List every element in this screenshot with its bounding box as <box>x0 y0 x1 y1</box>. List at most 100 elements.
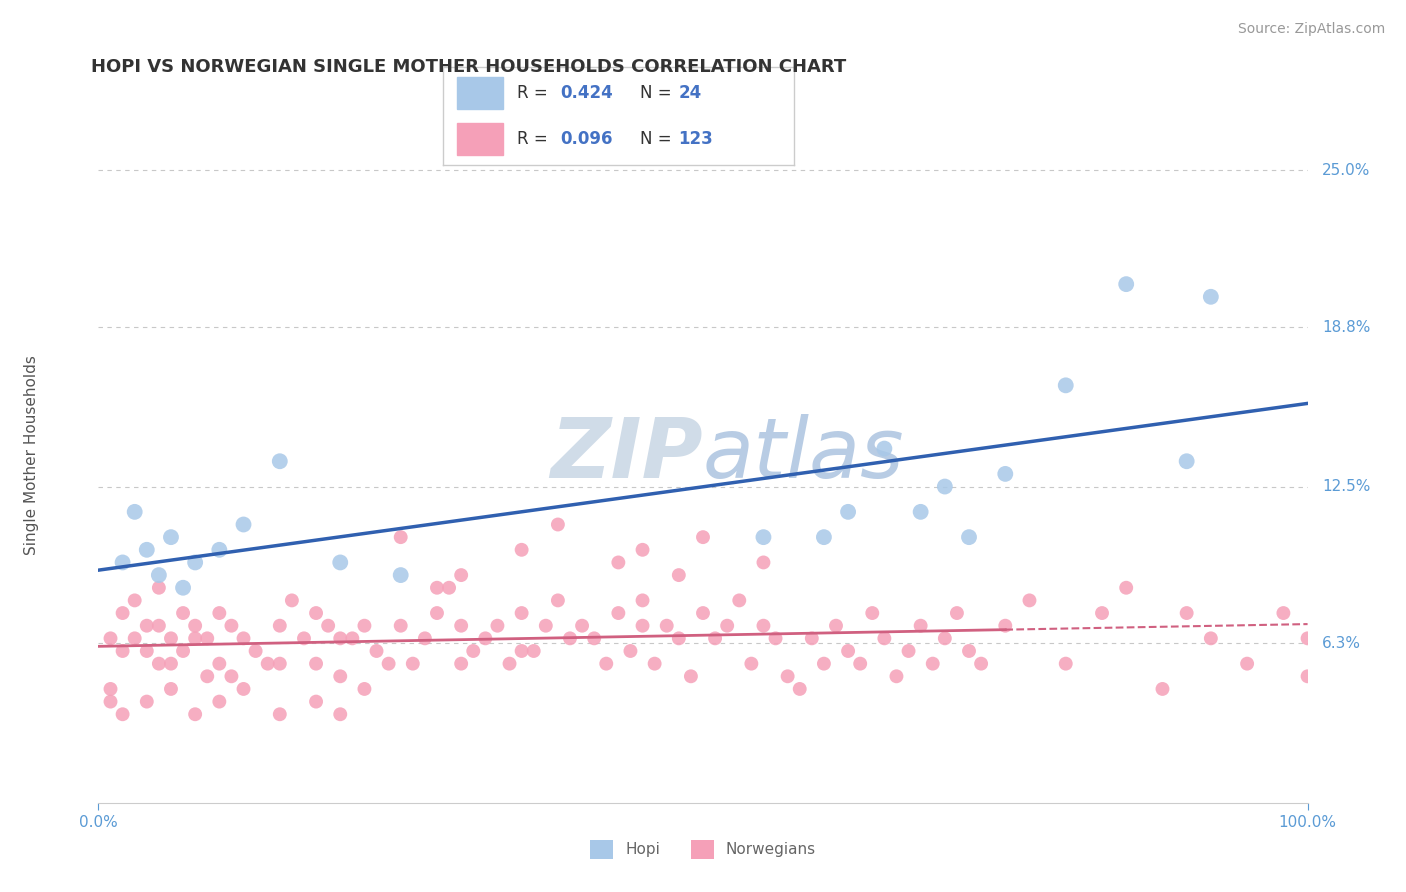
Point <box>813 657 835 671</box>
Point <box>873 632 896 646</box>
Point <box>353 618 375 632</box>
Point <box>1272 606 1295 620</box>
Point <box>523 644 546 658</box>
Point <box>776 669 799 683</box>
Point <box>1115 581 1137 595</box>
Point <box>208 606 231 620</box>
Point <box>208 542 231 557</box>
Point <box>111 556 134 570</box>
Point <box>100 681 122 696</box>
Point <box>910 505 932 519</box>
Point <box>946 606 969 620</box>
Point <box>558 632 581 646</box>
Point <box>1152 681 1174 696</box>
Point <box>716 618 738 632</box>
Text: 0.096: 0.096 <box>561 130 613 148</box>
Point <box>450 657 472 671</box>
Point <box>269 618 291 632</box>
Point <box>148 568 170 582</box>
Point <box>172 581 194 595</box>
Point <box>837 505 859 519</box>
Text: N =: N = <box>640 130 676 148</box>
Point <box>124 632 146 646</box>
Point <box>437 581 460 595</box>
Point <box>679 669 702 683</box>
Text: Source: ZipAtlas.com: Source: ZipAtlas.com <box>1237 22 1385 37</box>
Point <box>413 632 436 646</box>
Point <box>1115 277 1137 292</box>
Point <box>124 593 146 607</box>
Point <box>752 556 775 570</box>
Point <box>160 530 183 544</box>
Point <box>135 618 157 632</box>
Point <box>644 657 666 671</box>
Point <box>934 479 956 493</box>
Point <box>148 618 170 632</box>
Point <box>450 568 472 582</box>
Point <box>111 606 134 620</box>
Point <box>208 695 231 709</box>
Point <box>789 681 811 696</box>
Point <box>353 681 375 696</box>
Text: 6.3%: 6.3% <box>1322 636 1361 651</box>
Point <box>607 556 630 570</box>
Point <box>366 644 388 658</box>
Point <box>498 657 520 671</box>
Point <box>305 606 328 620</box>
Point <box>860 606 883 620</box>
Point <box>329 556 352 570</box>
Text: 0.424: 0.424 <box>561 84 613 102</box>
Text: atlas: atlas <box>703 415 904 495</box>
Point <box>269 657 291 671</box>
Text: HOPI VS NORWEGIAN SINGLE MOTHER HOUSEHOLDS CORRELATION CHART: HOPI VS NORWEGIAN SINGLE MOTHER HOUSEHOL… <box>91 58 846 76</box>
Point <box>377 657 399 671</box>
Point <box>316 618 339 632</box>
Point <box>692 530 714 544</box>
Point <box>1054 657 1077 671</box>
Point <box>837 644 859 658</box>
Point <box>631 618 654 632</box>
Text: 123: 123 <box>678 130 713 148</box>
Text: 25.0%: 25.0% <box>1322 163 1371 178</box>
Point <box>100 695 122 709</box>
Point <box>486 618 509 632</box>
Point <box>728 593 751 607</box>
Point <box>269 707 291 722</box>
Point <box>849 657 872 671</box>
Point <box>135 542 157 557</box>
Point <box>221 669 243 683</box>
Text: 18.8%: 18.8% <box>1322 319 1371 334</box>
Point <box>825 618 848 632</box>
Point <box>752 530 775 544</box>
Point <box>1296 669 1319 683</box>
Point <box>292 632 315 646</box>
Point <box>994 467 1017 481</box>
Point <box>607 606 630 620</box>
Point <box>232 517 254 532</box>
Point <box>100 632 122 646</box>
Point <box>342 632 364 646</box>
Point <box>474 632 496 646</box>
Point <box>135 695 157 709</box>
Point <box>765 632 787 646</box>
Point <box>547 593 569 607</box>
Point <box>245 644 267 658</box>
Point <box>160 681 183 696</box>
Text: 24: 24 <box>678 84 702 102</box>
Point <box>1018 593 1040 607</box>
Point <box>813 530 835 544</box>
Point <box>994 618 1017 632</box>
Point <box>1175 606 1198 620</box>
Point <box>1054 378 1077 392</box>
Point <box>426 606 449 620</box>
Point <box>583 632 606 646</box>
Point <box>800 632 823 646</box>
Point <box>957 530 980 544</box>
Point <box>921 657 943 671</box>
Text: ZIP: ZIP <box>550 415 703 495</box>
Point <box>450 618 472 632</box>
Point <box>195 632 218 646</box>
Point <box>886 669 908 683</box>
Point <box>124 505 146 519</box>
Point <box>934 632 956 646</box>
